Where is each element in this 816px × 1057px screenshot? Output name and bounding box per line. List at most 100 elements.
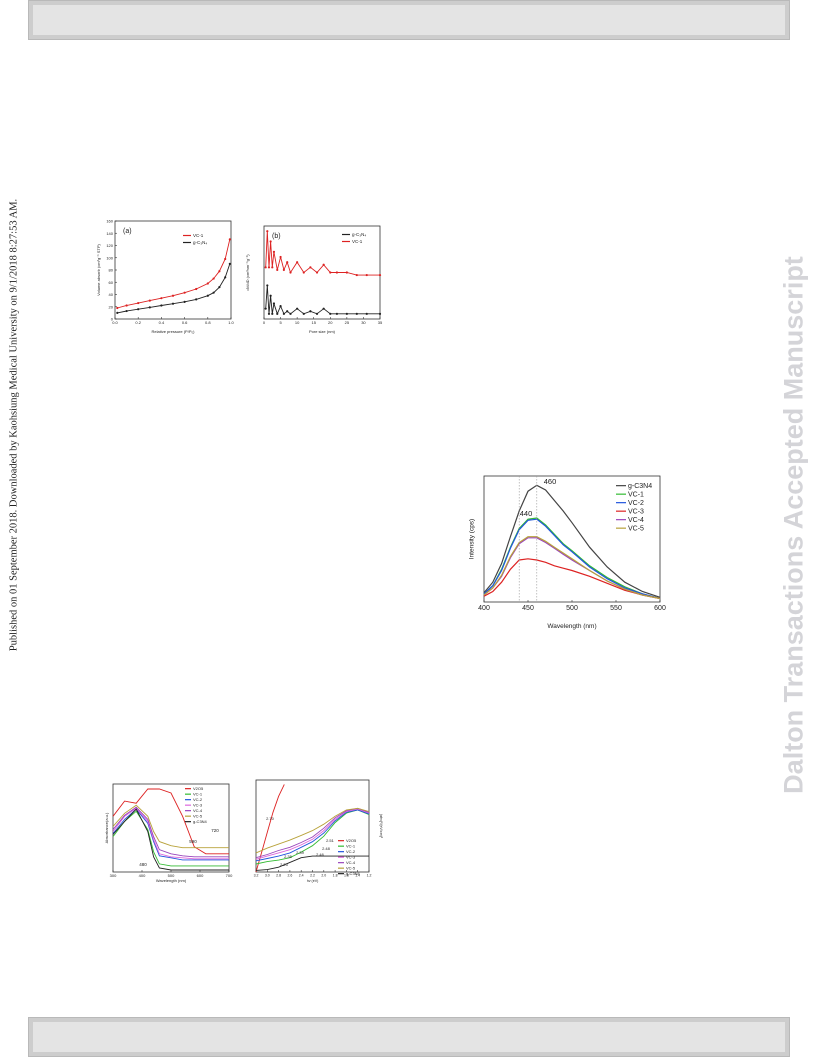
- data-point: [267, 266, 271, 269]
- legend-label: VC-2: [628, 500, 644, 507]
- legend-label: VC-1: [193, 233, 204, 238]
- data-point: [309, 310, 312, 313]
- legend-label: g-C₃N₄: [193, 240, 207, 245]
- bottom-footer-bar: [28, 1017, 790, 1057]
- data-point: [271, 266, 274, 269]
- legend-label: VC-3: [193, 803, 203, 808]
- data-point: [296, 307, 299, 310]
- data-point: [329, 312, 332, 315]
- data-point: [378, 312, 382, 315]
- x-tick-label: 0.8: [205, 320, 211, 325]
- x-tick-label: 1.0: [228, 320, 234, 325]
- data-point: [266, 284, 269, 287]
- fig-b-svg: 0 5 10 15 20 25 30 35 Pore size (nm) dV/dD (cm³nm…: [245, 225, 383, 334]
- data-point: [228, 262, 231, 265]
- data-point: [160, 304, 163, 307]
- data-point: [171, 294, 175, 297]
- x-tick-label: 0.2: [135, 320, 141, 325]
- legend-label: g-C₃N₄: [352, 232, 366, 237]
- series-line: [112, 806, 229, 858]
- data-point: [289, 312, 292, 315]
- x-tick-label: 400: [478, 605, 490, 612]
- data-point: [286, 261, 289, 264]
- data-point: [315, 271, 319, 274]
- y-tick-label: 0: [111, 317, 114, 322]
- figure-isotherm: 0.0 0.2 0.4 0.6 0.8 1.0 0 20 40 60 80 100 120 140 160 R…: [95, 215, 235, 335]
- x-tick-label: 15: [311, 320, 316, 325]
- data-point: [282, 268, 285, 272]
- data-point: [183, 291, 186, 294]
- data-point: [378, 273, 382, 277]
- y-axis-label: dV/dD (cm³nm⁻¹g⁻¹): [245, 254, 250, 291]
- journal-watermark-text: Dalton Transactions Accepted Manuscript: [778, 256, 809, 794]
- x-tick-label: 550: [610, 605, 622, 612]
- legend-label: VC-5: [193, 814, 203, 819]
- series-line: [112, 810, 229, 867]
- y-tick-label: 80: [109, 268, 114, 273]
- x-tick-label: 35: [378, 320, 383, 325]
- series-line: [255, 807, 370, 854]
- series-line: [255, 809, 370, 865]
- data-point: [195, 287, 198, 291]
- series-line: [255, 855, 369, 871]
- x-tick-label: 1.8: [333, 874, 338, 878]
- x-tick-label: 1.6: [344, 874, 349, 878]
- data-point: [206, 282, 209, 285]
- data-point: [125, 304, 128, 307]
- data-point: [116, 306, 119, 310]
- data-point: [264, 307, 267, 310]
- data-point: [272, 302, 276, 305]
- data-point: [355, 312, 358, 315]
- y-tick-label: 140: [106, 231, 113, 236]
- legend-label: VC-3: [346, 855, 356, 860]
- x-tick-label: 500: [168, 873, 175, 878]
- data-point: [279, 304, 282, 308]
- y-tick-label: 20: [109, 304, 114, 309]
- data-point: [345, 312, 348, 315]
- annotation-label: 460: [544, 477, 557, 486]
- fig-c-svg: 400 450 500 550 600 Wavelength (nm) Intensity …: [469, 475, 666, 630]
- x-tick-label: 2.8: [276, 874, 281, 878]
- annotation-label: 440: [520, 509, 533, 518]
- figure-photoluminescence: 400 450 500 550 600 Wavelength (nm) Intensity …: [466, 470, 666, 630]
- legend-label: VC-1: [346, 844, 356, 849]
- x-tick-label: 20: [328, 320, 333, 325]
- series-line: [255, 807, 370, 859]
- x-tick-label: 5: [279, 320, 282, 325]
- annotation-label: 2.25: [280, 862, 289, 867]
- data-point: [206, 294, 209, 297]
- annotation-label: 480: [139, 862, 147, 867]
- x-tick-label: 1.4: [355, 874, 360, 878]
- data-point: [302, 312, 305, 315]
- figure-absorbance: 300 400 500 600 700 Wavelength (nm) Absorbance…: [103, 776, 235, 884]
- x-tick-label: 10: [295, 320, 300, 325]
- y-tick-label: 100: [106, 255, 113, 260]
- data-point: [309, 266, 312, 269]
- data-point: [335, 312, 339, 315]
- legend-label: g-C3N4: [346, 871, 361, 876]
- annotation-label: 2.51: [326, 838, 335, 843]
- series-line: [483, 484, 661, 598]
- top-header-bar: [28, 0, 790, 40]
- data-point: [365, 312, 368, 315]
- data-point: [116, 311, 119, 314]
- panel-label: (b): [272, 233, 281, 240]
- data-point: [160, 297, 163, 300]
- series-line: [265, 285, 380, 316]
- legend-label: VC-4: [346, 860, 356, 865]
- y-tick-label: 160: [106, 219, 113, 224]
- data-point: [335, 271, 339, 274]
- annotation-label: 2.35: [284, 854, 293, 859]
- y-tick-label: 120: [106, 243, 113, 248]
- series-line: [483, 518, 661, 600]
- data-point: [269, 240, 272, 243]
- y-axis-label: (αhv)²/(eV/cm)²: [379, 814, 383, 839]
- data-point: [137, 301, 140, 305]
- legend-label: VC-3: [628, 509, 644, 516]
- fig-d-svg: 300 400 500 600 700 Wavelength (nm) Absorbance…: [104, 783, 233, 883]
- x-tick-label: 25: [345, 320, 350, 325]
- figure-pore-distribution: 0 5 10 15 20 25 30 35 Pore size (nm) dV/dD (cm³nm…: [244, 222, 384, 335]
- data-point: [355, 273, 358, 277]
- x-axis-label: hv (eV): [307, 879, 319, 883]
- annotation-label: 2.48: [322, 846, 331, 851]
